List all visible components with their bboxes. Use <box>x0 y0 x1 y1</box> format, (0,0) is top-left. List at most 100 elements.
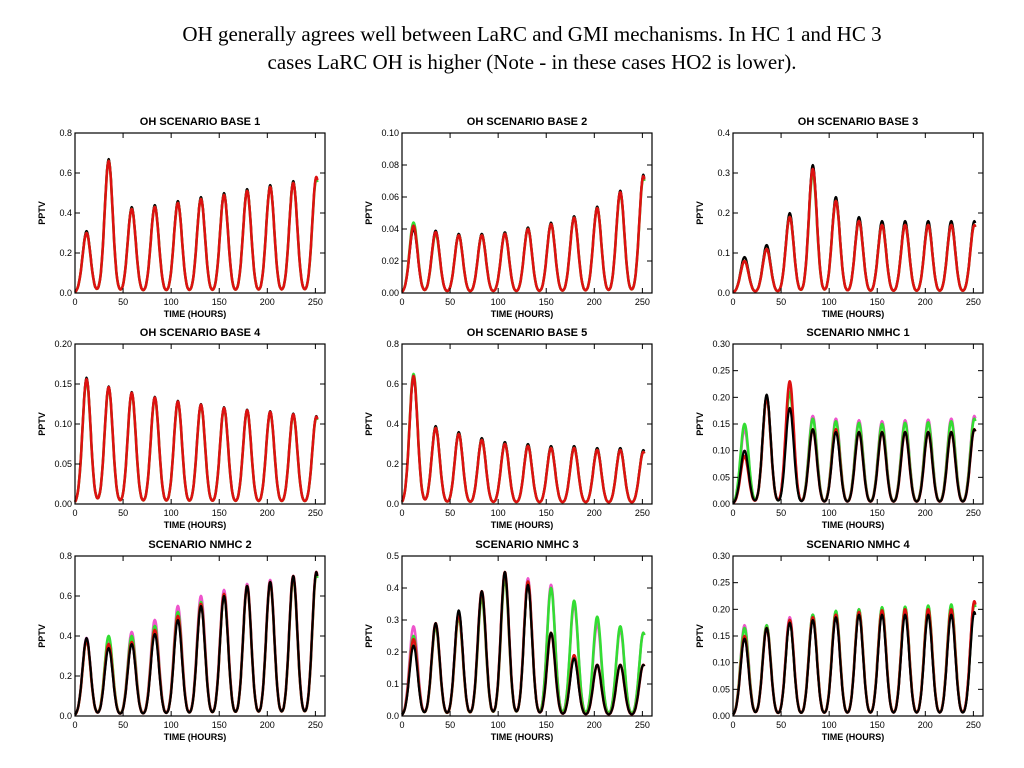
chart-panel-9: SCENARIO NMHC 4 0 50 100 150 200 250 0.00 0.05 0.… <box>695 539 984 742</box>
data-point <box>596 664 598 666</box>
data-point <box>950 603 953 606</box>
data-point <box>457 234 460 237</box>
data-point <box>177 619 179 621</box>
x-tick-label: 200 <box>587 297 602 307</box>
data-point <box>835 613 837 616</box>
series-line <box>732 171 977 294</box>
series-line <box>400 374 646 504</box>
data-point <box>858 611 860 613</box>
y-tick-label: 0.4 <box>59 631 72 641</box>
data-point <box>504 441 506 443</box>
x-tick-label: 150 <box>870 720 885 730</box>
data-point <box>550 587 552 589</box>
data-point <box>292 575 295 577</box>
data-point <box>881 420 883 423</box>
data-point <box>904 613 906 616</box>
y-tick-label: 0.20 <box>712 604 730 614</box>
y-axis-label: PPTV <box>695 624 705 648</box>
y-tick-label: 0.04 <box>381 224 399 234</box>
series-black <box>401 570 646 716</box>
data-point <box>881 224 883 226</box>
data-point <box>619 449 622 451</box>
y-tick-label: 0.6 <box>59 168 72 178</box>
data-point <box>107 160 110 162</box>
data-point <box>904 422 906 424</box>
data-point <box>881 423 883 425</box>
chart-title: SCENARIO NMHC 2 <box>148 539 251 551</box>
data-point <box>904 431 906 433</box>
data-point <box>481 439 483 441</box>
x-tick-label: 150 <box>212 720 227 730</box>
data-point <box>412 221 415 224</box>
data-point <box>788 380 791 383</box>
data-point <box>927 421 929 424</box>
x-tick-label: 0 <box>399 508 404 518</box>
data-point <box>246 188 248 190</box>
data-point <box>200 601 202 603</box>
x-tick-label: 150 <box>539 297 554 307</box>
x-tick-label: 50 <box>776 508 786 518</box>
series-black <box>732 393 977 504</box>
data-point <box>223 407 225 409</box>
y-tick-label: 0.0 <box>717 288 730 298</box>
data-point <box>950 613 953 616</box>
data-point <box>904 608 906 611</box>
x-tick-label: 200 <box>260 720 275 730</box>
chart-title: OH SCENARIO BASE 2 <box>467 116 587 128</box>
data-point <box>246 409 248 412</box>
data-point <box>858 220 860 222</box>
data-point <box>154 619 156 621</box>
data-point <box>619 664 622 666</box>
series-red <box>401 174 646 293</box>
data-point <box>527 228 529 230</box>
data-point <box>200 605 202 607</box>
y-tick-label: 0.10 <box>712 658 730 668</box>
y-tick-label: 0.15 <box>54 379 72 389</box>
data-point <box>858 608 860 611</box>
data-point <box>107 643 110 645</box>
chart-title: SCENARIO NMHC 1 <box>806 327 909 339</box>
data-point <box>788 621 791 624</box>
x-axis-label: TIME (HOURS) <box>164 520 227 530</box>
data-point <box>973 417 976 420</box>
series-line <box>732 163 977 294</box>
data-point <box>527 445 529 447</box>
x-tick-label: 200 <box>918 720 933 730</box>
data-point <box>950 431 953 433</box>
data-point <box>457 433 460 435</box>
data-point <box>858 419 860 422</box>
data-point <box>743 637 746 640</box>
y-tick-label: 0.4 <box>386 419 399 429</box>
data-point <box>835 196 837 198</box>
x-tick-label: 200 <box>260 297 275 307</box>
x-tick-label: 200 <box>587 720 602 730</box>
y-tick-label: 0.5 <box>386 551 399 561</box>
data-point <box>412 625 415 628</box>
chart-title: SCENARIO NMHC 3 <box>475 539 578 551</box>
data-point <box>200 198 202 200</box>
data-point <box>200 196 202 198</box>
data-point <box>154 633 156 635</box>
data-point <box>765 624 768 627</box>
data-point <box>812 164 814 166</box>
plot-frame <box>74 555 326 717</box>
data-point <box>223 593 225 595</box>
slide-title: OH generally agrees well between LaRC an… <box>0 20 1024 76</box>
x-tick-label: 0 <box>730 720 735 730</box>
data-point <box>835 610 837 612</box>
series-line <box>732 393 977 504</box>
data-point <box>950 608 953 611</box>
data-point <box>788 212 791 214</box>
y-tick-label: 0.6 <box>386 379 399 389</box>
x-tick-label: 250 <box>635 508 650 518</box>
x-tick-label: 250 <box>966 508 981 518</box>
x-tick-label: 50 <box>118 720 128 730</box>
y-axis-label: PPTV <box>364 412 374 436</box>
series-red <box>732 167 977 294</box>
chart-title: OH SCENARIO BASE 4 <box>140 327 261 339</box>
data-point <box>200 595 202 597</box>
x-tick-label: 100 <box>491 508 506 518</box>
data-point <box>812 168 814 170</box>
x-tick-label: 100 <box>491 297 506 307</box>
